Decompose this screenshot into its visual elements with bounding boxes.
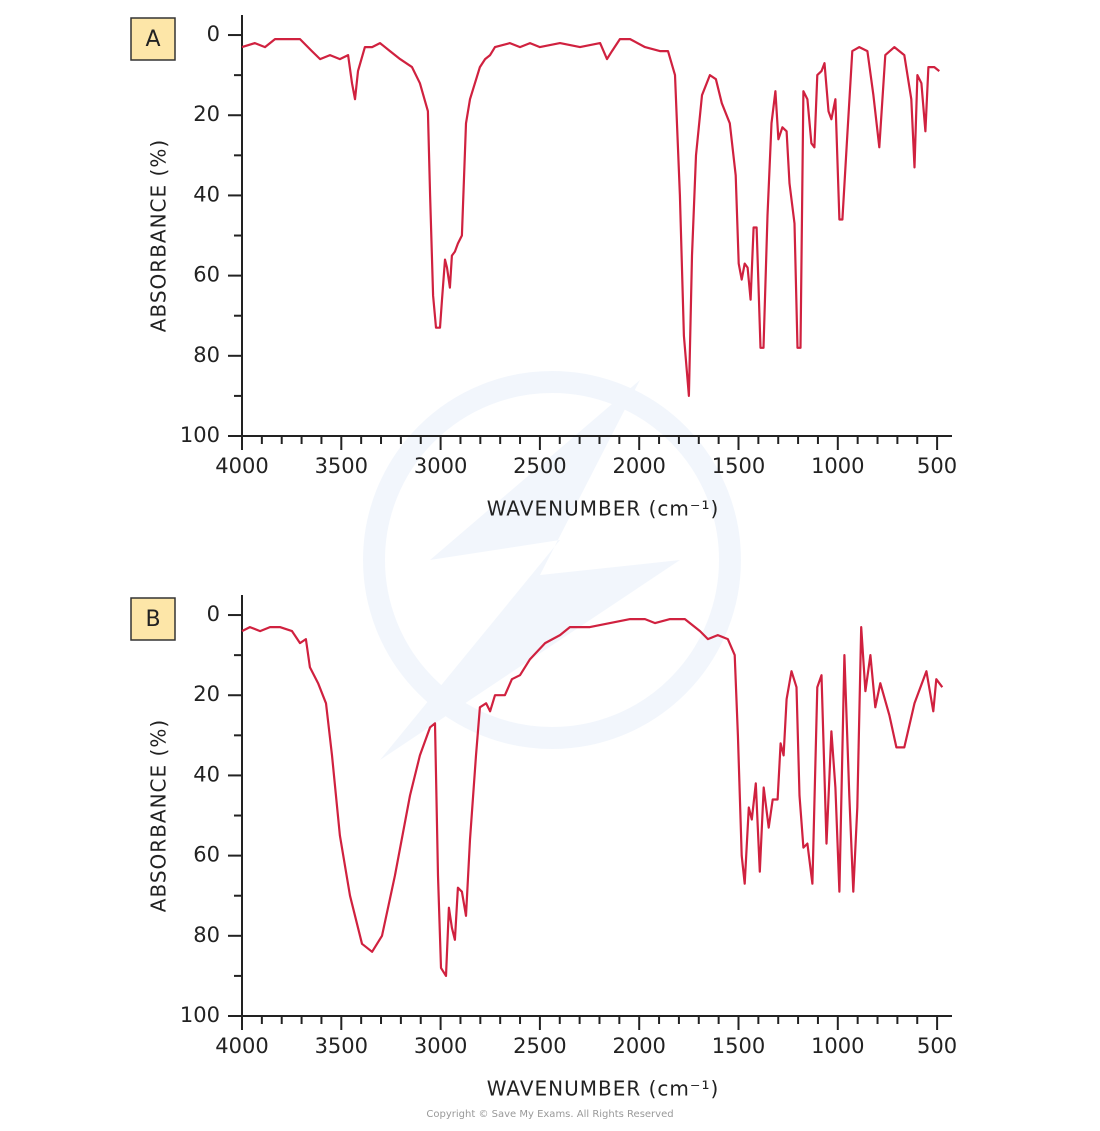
x-tick-label: 3500 — [315, 1034, 368, 1058]
y-tick-label: 0 — [207, 22, 220, 46]
y-tick-label: 60 — [193, 263, 220, 287]
x-tick-label: 500 — [917, 454, 957, 478]
x-axis-title: WAVENUMBER (cm⁻¹) — [487, 1077, 720, 1101]
x-tick-label: 3000 — [414, 454, 467, 478]
y-tick-label: 40 — [193, 762, 220, 786]
y-tick-label: 100 — [180, 423, 220, 447]
x-tick-label: 2000 — [612, 454, 665, 478]
panel-label: B — [145, 607, 160, 632]
x-tick-label: 1000 — [811, 454, 864, 478]
spectrum-line — [241, 618, 944, 977]
y-tick-label: 0 — [207, 602, 220, 626]
x-tick-label: 4000 — [215, 454, 268, 478]
x-tick-label: 4000 — [215, 1034, 268, 1058]
x-tick-label: 1500 — [712, 454, 765, 478]
y-tick-label: 80 — [193, 343, 220, 367]
spectrum-panel: 0 20 40 60 80 100 4000 3500 3000 2500 2000 1500 1000… — [130, 595, 957, 1101]
x-tick-label: 1000 — [811, 1034, 864, 1058]
y-tick-label: 60 — [193, 843, 220, 867]
x-tick-label: 2500 — [513, 1034, 566, 1058]
y-tick-label: 100 — [180, 1003, 220, 1027]
y-tick-label: 80 — [193, 923, 220, 947]
panel-label: A — [145, 27, 160, 52]
x-tick-label: 2500 — [513, 454, 566, 478]
x-tick-label: 2000 — [612, 1034, 665, 1058]
x-tick-label: 3500 — [315, 454, 368, 478]
watermark — [363, 371, 741, 760]
panel-label-box — [130, 597, 176, 641]
spectrum-line — [241, 38, 940, 397]
y-axis-title: ABSORBANCE (%) — [147, 139, 171, 332]
y-tick-label: 40 — [193, 182, 220, 206]
x-tick-label: 3000 — [414, 1034, 467, 1058]
y-axis-title: ABSORBANCE (%) — [147, 719, 171, 912]
x-axis-title: WAVENUMBER (cm⁻¹) — [487, 497, 720, 521]
x-tick-label: 500 — [917, 1034, 957, 1058]
spectrum-panel: 0 20 40 60 80 100 4000 3500 3000 2500 2000 1500 1000… — [130, 15, 957, 521]
x-tick-label: 1500 — [712, 1034, 765, 1058]
panel-label-box — [130, 17, 176, 61]
y-tick-label: 20 — [193, 102, 220, 126]
y-tick-label: 20 — [193, 682, 220, 706]
copyright: Copyright © Save My Exams. All Rights Re… — [426, 1109, 673, 1120]
